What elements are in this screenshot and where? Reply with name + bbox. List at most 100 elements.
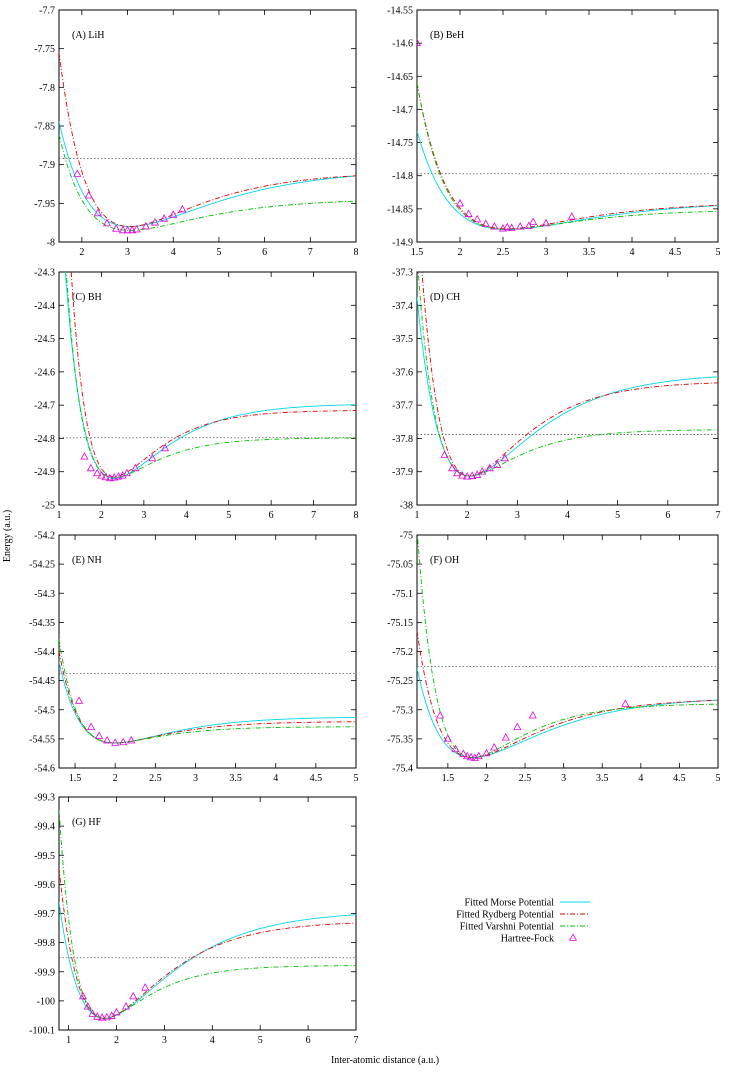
y-tick-label: -37.7 <box>392 401 413 412</box>
data-point <box>567 212 576 220</box>
panel-title: (C) BH <box>72 292 102 303</box>
y-tick-label: -24.9 <box>34 467 55 478</box>
y-tick-label: -54.6 <box>34 764 55 775</box>
x-tick-label: 4 <box>273 773 278 784</box>
data-point <box>112 224 121 232</box>
y-tick-label: -54.45 <box>29 676 55 687</box>
series-line <box>421 272 718 477</box>
data-point <box>122 468 131 477</box>
panel-title: (D) CH <box>430 292 460 303</box>
x-tick-label: 6 <box>269 510 274 521</box>
x-tick-label: 5 <box>716 247 721 258</box>
data-point <box>80 452 89 460</box>
data-point <box>103 735 112 744</box>
x-tick-label: 2 <box>458 247 463 258</box>
data-point <box>148 453 157 462</box>
panel-title: (E) NH <box>72 555 102 566</box>
data-point <box>463 472 472 480</box>
chart-panel: 1.5 2 2.5 3 3.5 4 4.5 5 -54.6 -54.55 -54.5 -54.45 -5… <box>29 531 358 785</box>
series-line <box>59 901 356 1019</box>
x-tick-label: 6 <box>306 1035 311 1046</box>
x-tick-label: 1 <box>66 1035 71 1046</box>
data-point <box>440 450 449 458</box>
plot-frame <box>416 271 719 506</box>
x-tick-label: 2 <box>114 1035 119 1046</box>
data-point <box>529 217 538 225</box>
y-tick-label: -7.75 <box>34 44 55 55</box>
data-point <box>101 472 110 481</box>
data-point <box>417 38 422 46</box>
series-line <box>70 272 356 478</box>
x-tick-label: 4 <box>565 510 570 521</box>
y-tick-label: -14.6 <box>392 39 413 50</box>
series-line <box>417 82 718 230</box>
y-tick-label: -75.15 <box>387 618 413 629</box>
data-point <box>490 222 499 230</box>
chart-panels: 2 3 4 5 6 7 8 -8 -7.95 -7.9 -7.85 -7.8 -7.75 -7.7 (A) … <box>29 6 721 1047</box>
x-tick-label: 3.5 <box>583 247 596 258</box>
data-point <box>128 225 137 234</box>
data-point <box>119 737 128 746</box>
data-point <box>105 473 114 482</box>
data-point <box>121 1002 131 1010</box>
y-tick-label: -14.65 <box>387 72 413 83</box>
x-tick-label: 4.5 <box>669 247 682 258</box>
y-tick-label: -75.4 <box>392 764 413 775</box>
x-tick-label: 2 <box>484 773 489 784</box>
y-tick-label: -8 <box>47 238 55 249</box>
legend-label: Fitted Morse Potential <box>465 898 555 909</box>
x-tick-label: 5 <box>258 1035 263 1046</box>
x-tick-label: 1.5 <box>442 773 455 784</box>
x-tick-label: 6 <box>665 510 670 521</box>
data-point <box>102 218 112 227</box>
data-point <box>482 748 491 757</box>
data-point <box>528 710 537 719</box>
data-point <box>481 219 490 227</box>
legend-marker <box>568 933 578 941</box>
data-point <box>73 169 82 177</box>
data-point <box>503 222 512 231</box>
y-tick-label: -7.85 <box>34 122 55 133</box>
y-tick-label: -37.8 <box>392 434 413 445</box>
plot-frame <box>58 796 357 1031</box>
series-line <box>417 82 718 230</box>
plot-frame <box>416 9 719 243</box>
x-tick-label: 3 <box>515 510 520 521</box>
panel-title: (A) LiH <box>72 30 105 41</box>
x-tick-label: 3 <box>162 1035 167 1046</box>
y-tick-label: -75.35 <box>387 734 413 745</box>
y-tick-label: -54.35 <box>29 618 55 629</box>
plot-frame <box>58 534 357 769</box>
data-point <box>93 1012 102 1020</box>
x-tick-label: 5 <box>716 773 721 784</box>
panel-title: (B) BeH <box>430 30 464 41</box>
data-point <box>84 190 93 199</box>
y-tick-label: -7.8 <box>39 83 55 94</box>
series-line <box>59 650 356 744</box>
data-point <box>490 742 499 751</box>
data-point <box>470 753 479 761</box>
x-tick-label: 2.5 <box>149 773 162 784</box>
x-tick-label: 3.5 <box>596 773 609 784</box>
legend-label: Fitted Rydberg Potential <box>456 910 554 921</box>
data-point <box>93 468 102 477</box>
y-tick-label: -24.6 <box>34 367 55 378</box>
chart-panel: 1.5 2 2.5 3 3.5 4 4.5 5 -14.9 -14.85 -14.8 -14.75 -1… <box>387 6 720 259</box>
data-point <box>127 735 136 744</box>
x-tick-label: 2 <box>99 510 104 521</box>
data-point <box>516 222 525 230</box>
x-tick-label: 4 <box>184 510 189 521</box>
data-point <box>466 752 476 761</box>
x-tick-label: 5 <box>354 773 359 784</box>
y-tick-label: -24.7 <box>34 401 55 412</box>
panel-title: (F) OH <box>430 555 459 566</box>
y-tick-label: -38 <box>400 501 413 512</box>
series-line <box>59 867 356 1019</box>
data-point <box>118 225 128 234</box>
y-tick-label: -14.9 <box>392 238 413 249</box>
x-tick-label: 4 <box>638 773 643 784</box>
data-point <box>141 983 150 991</box>
y-tick-label: -37.3 <box>392 268 413 279</box>
x-tick-label: 3 <box>544 247 549 258</box>
